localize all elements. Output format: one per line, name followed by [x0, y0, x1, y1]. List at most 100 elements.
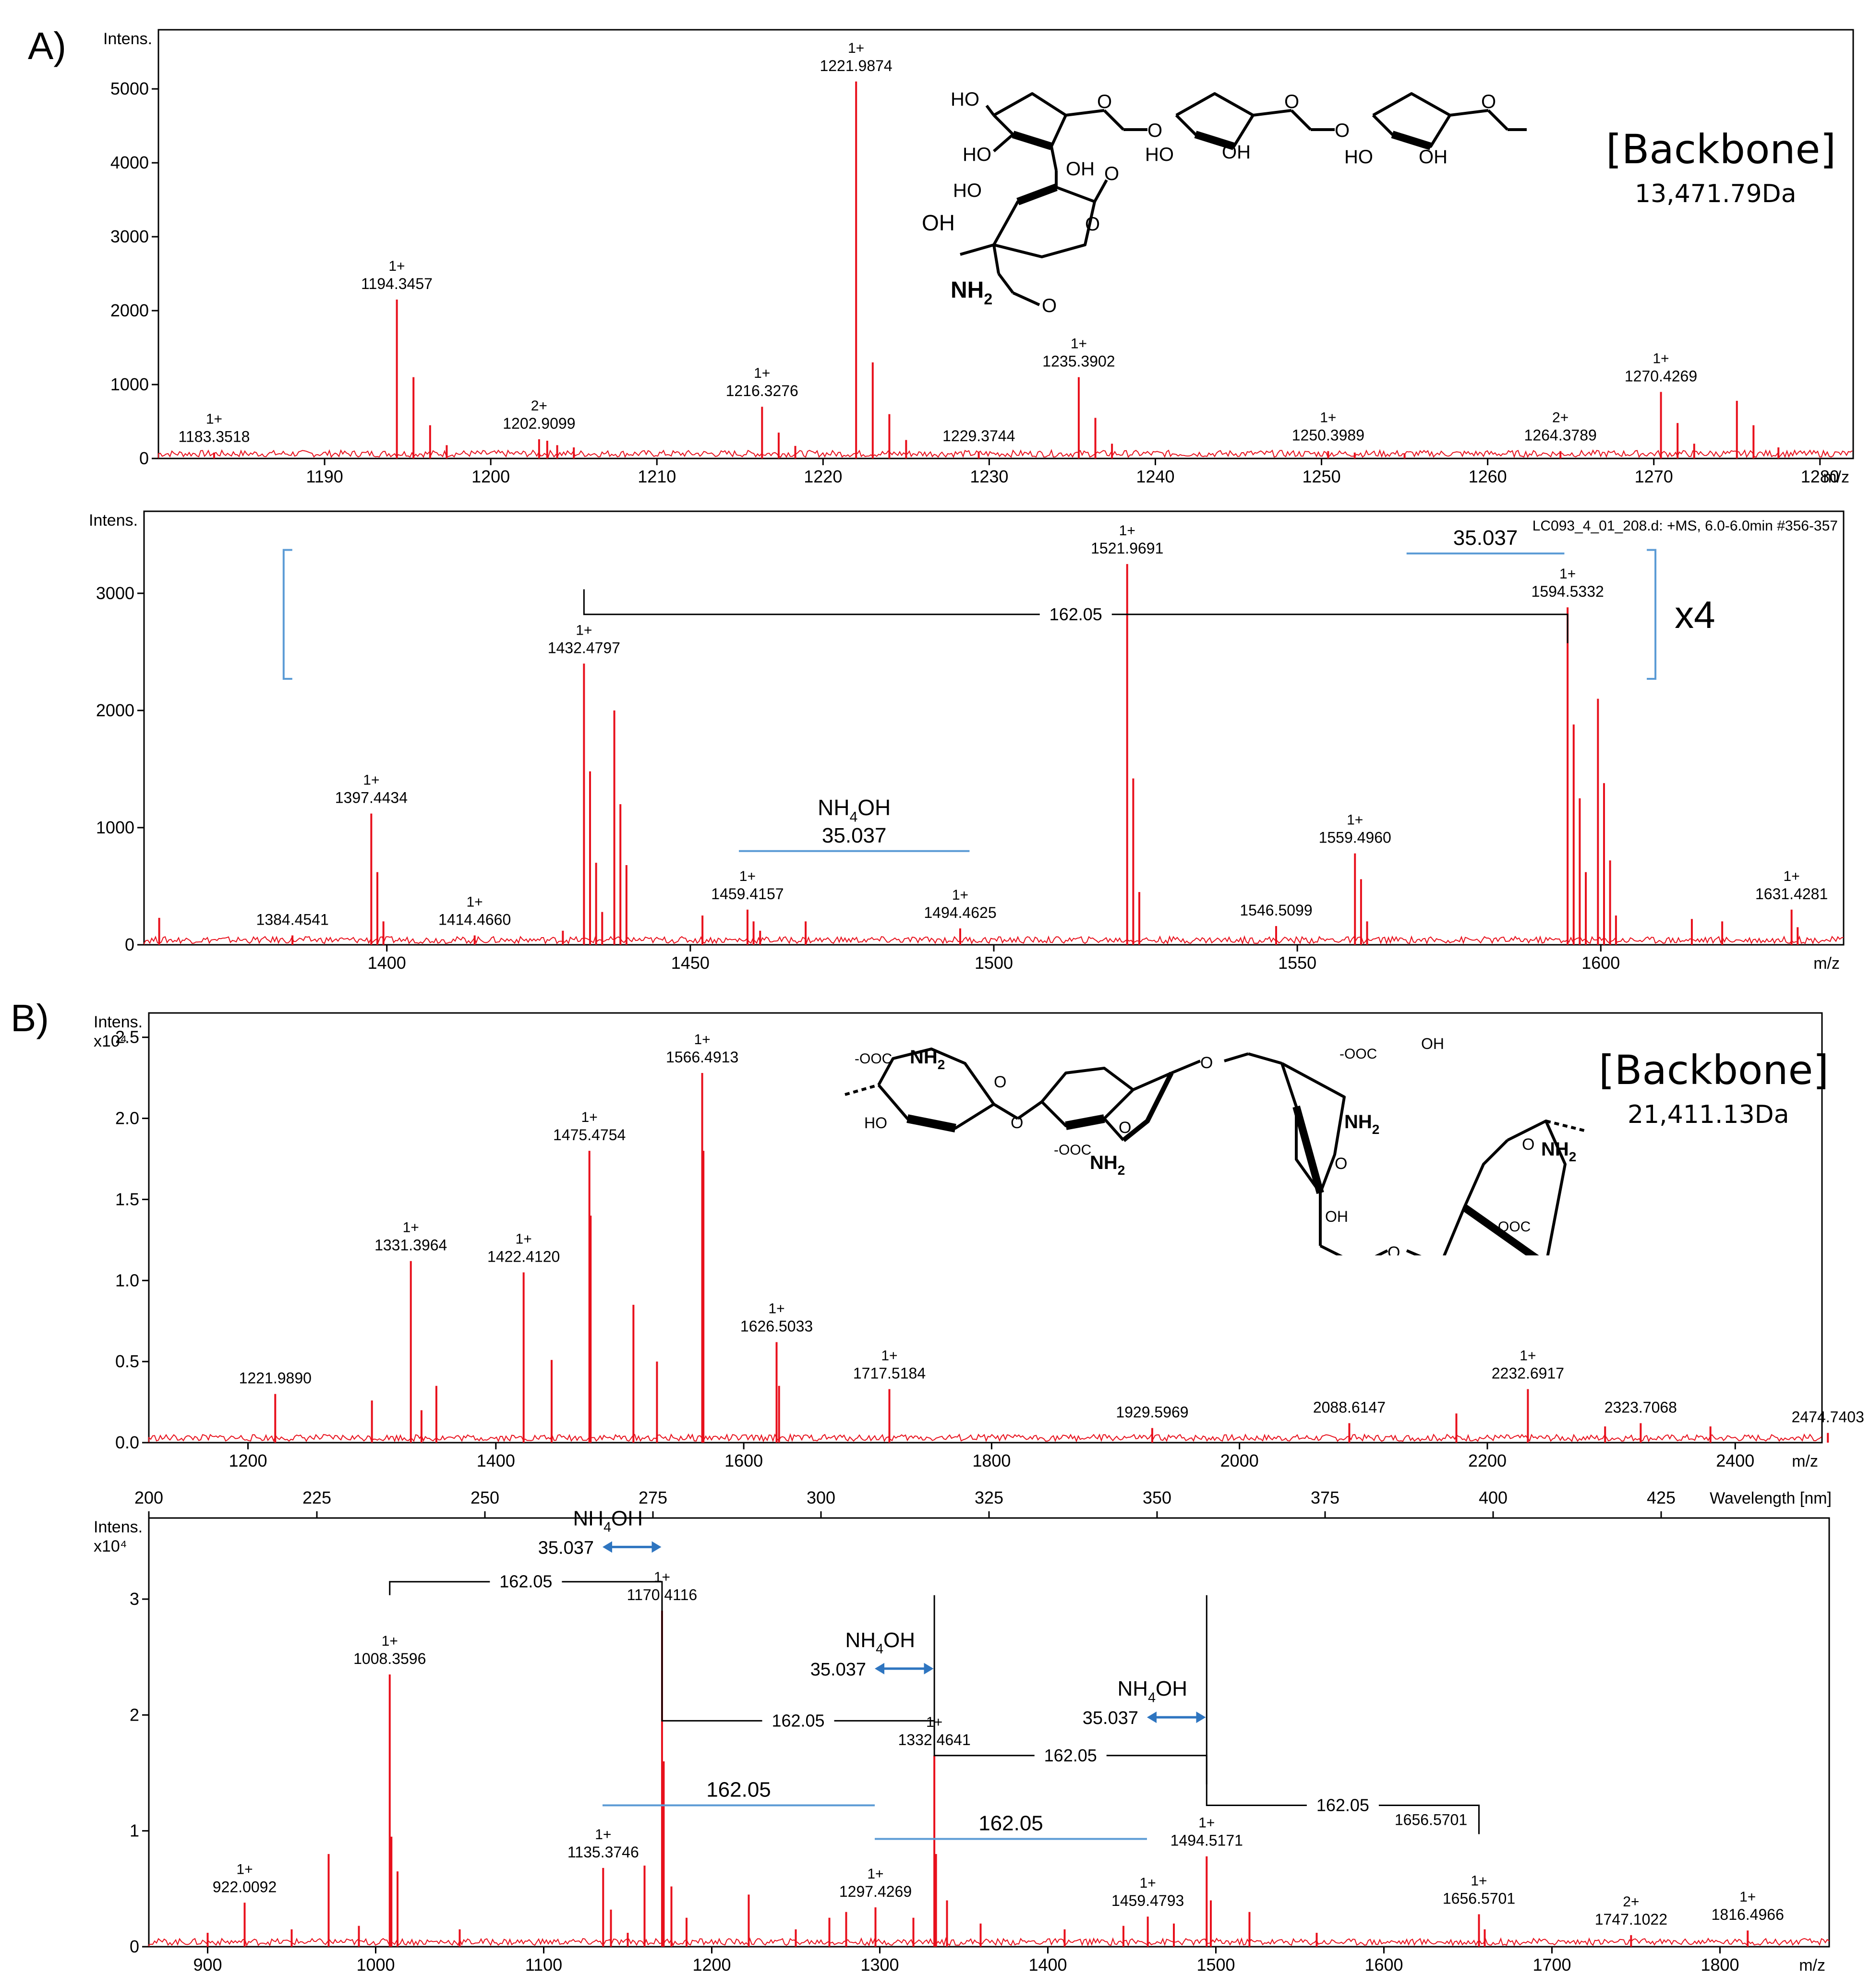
- peak-mz-label: 1135.3746: [567, 1843, 639, 1861]
- top-axis-tick-label: 225: [302, 1488, 331, 1507]
- atom-oh-3: OH: [1066, 158, 1095, 180]
- atom-o-5: O: [1481, 91, 1496, 112]
- y-multiplier: x10⁴: [94, 1537, 127, 1555]
- backbone-a: [Backbone] 13,471.79Da: [1606, 126, 1836, 208]
- peak-mz-label: 1626.5033: [740, 1318, 813, 1335]
- x-tick-label: 1300: [860, 1955, 899, 1975]
- mass-shift-label: 35.037: [810, 1660, 866, 1680]
- atom-ho-5: HO: [953, 180, 982, 201]
- x-tick-label: 1260: [1469, 467, 1507, 486]
- spectrum-panel-2: 0 1000 2000 3000 1400 1450 1500 1550 1600 m/z Inte…: [89, 510, 1845, 973]
- peak-mz-label: 1494.5171: [1170, 1832, 1243, 1849]
- peak-mz-label: 1475.4754: [553, 1126, 626, 1144]
- arrow-head-left: [875, 1663, 884, 1675]
- mass-difference-label-bg: [490, 1571, 562, 1592]
- peak-charge-label: 1+: [1739, 1889, 1756, 1905]
- x-tick-label: 1230: [970, 467, 1008, 486]
- spectrum-panel-3: 0.0 0.5 1.0 1.5 2.0 2.5 1200 1400 1600 1800 2000 22…: [94, 1012, 1864, 1470]
- peak-mz-label: 922.0092: [213, 1878, 277, 1895]
- peak-charge-label: 1+: [466, 894, 483, 910]
- panel-label-b: B): [11, 997, 49, 1039]
- atom-coo-4: -OOC: [1493, 1219, 1531, 1235]
- peak-charge-label: 1+: [388, 258, 405, 274]
- peak-charge-label: 1+: [1198, 1815, 1215, 1831]
- x-tick-label: 1100: [525, 1955, 562, 1975]
- y-tick-label: 2.0: [115, 1108, 139, 1128]
- floating-mz-label: 1656.5701: [1395, 1811, 1467, 1829]
- x-tick-label: 1240: [1136, 467, 1174, 486]
- mass-shift-label: 35.037: [538, 1538, 594, 1558]
- peak-charge-label: 1+: [1320, 410, 1336, 426]
- y-tick-label: 0: [125, 935, 134, 954]
- x-tick-label: 1200: [471, 467, 510, 486]
- x-tick-label: 1450: [671, 953, 710, 973]
- top-axis-tick-label: 300: [807, 1488, 835, 1507]
- peak-mz-label: 1250.3989: [1292, 427, 1364, 444]
- peak-mz-label: 2474.7403: [1792, 1409, 1864, 1426]
- x-tick-label: 1600: [1364, 1955, 1403, 1975]
- baseline-noise: [148, 1937, 1830, 1947]
- peak-mz-label: 2088.6147: [1313, 1398, 1386, 1416]
- y-tick-label: 3000: [96, 583, 134, 603]
- x-tick-label: 1500: [1196, 1955, 1235, 1975]
- peak-mz-label: 1594.5332: [1532, 583, 1604, 600]
- atom-o-b3: O: [1119, 1119, 1131, 1137]
- top-axis-tick-label: 325: [975, 1488, 1003, 1507]
- arrow-head-right: [924, 1663, 934, 1675]
- peak-mz-label: 1229.3744: [942, 427, 1015, 445]
- x-tick-label: 1600: [724, 1451, 763, 1470]
- atom-oh-4: OH: [922, 210, 955, 235]
- peak-charge-label: 1+: [1140, 1875, 1156, 1891]
- mass-shift-label: 162.05: [706, 1778, 771, 1802]
- peak-charge-label: 1+: [363, 772, 379, 788]
- x-tick-label: 1600: [1581, 953, 1620, 973]
- x-tick-label: 1550: [1278, 953, 1316, 973]
- atom-o-4: O: [1335, 120, 1350, 141]
- mass-difference-label: 162.05: [1316, 1795, 1369, 1815]
- peak-charge-label: 2+: [1552, 410, 1568, 426]
- peak-mz-label: 1747.1022: [1595, 1911, 1667, 1928]
- mass-shift-label: 35.037: [822, 824, 887, 847]
- y-tick-label: 1.5: [115, 1189, 139, 1209]
- x-tick-label: 1000: [356, 1955, 395, 1975]
- peak-mz-label: 1008.3596: [353, 1650, 426, 1667]
- y-multiplier: x10⁴: [94, 1032, 127, 1050]
- peak-charge-label: 1+: [739, 868, 756, 884]
- mass-difference-label: 162.05: [772, 1711, 824, 1730]
- x-tick-label: 1400: [477, 1451, 515, 1470]
- nh4oh-label: NH4OH: [818, 795, 891, 825]
- x-tick-label: 1250: [1303, 467, 1341, 486]
- atom-o-b1: O: [994, 1073, 1006, 1091]
- peak-charge-label: 1+: [382, 1633, 398, 1649]
- baseline-noise: [158, 448, 1853, 458]
- arrow-head-left: [1147, 1711, 1157, 1723]
- y-tick-label: 2000: [96, 700, 134, 720]
- peak-mz-label: 1397.4434: [335, 789, 408, 807]
- atom-nh2-a: NH2: [951, 277, 992, 308]
- y-header: Intens.: [103, 30, 152, 48]
- peak-charge-label: 1+: [1559, 566, 1576, 582]
- mass-shift-label: 35.037: [1083, 1708, 1138, 1728]
- peak-mz-label: 1656.5701: [1443, 1890, 1515, 1907]
- atom-o-7: O: [1085, 214, 1100, 235]
- x-tick-label: 1220: [804, 467, 842, 486]
- peak-charge-label: 1+: [1119, 523, 1135, 539]
- backbone-b-mass: 21,411.13Da: [1628, 1100, 1789, 1129]
- peak-mz-label: 1566.4913: [666, 1048, 738, 1066]
- peak-mz-label: 1331.3964: [374, 1237, 447, 1254]
- peak-mz-label: 1929.5969: [1116, 1404, 1188, 1421]
- zoom-bracket-left: [282, 549, 292, 680]
- peak-charge-label: 1+: [867, 1866, 883, 1882]
- peak-charge-label: 1+: [1347, 812, 1363, 828]
- atom-oh-1: OH: [1222, 142, 1251, 163]
- backbone-a-label: [Backbone]: [1606, 126, 1836, 173]
- x-tick-label: 2000: [1220, 1451, 1259, 1470]
- x-tick-label: 1700: [1532, 1955, 1571, 1975]
- peak-mz-label: 2232.6917: [1492, 1365, 1564, 1382]
- plot-frame: [157, 29, 1854, 459]
- mass-difference-label: 162.05: [499, 1572, 552, 1591]
- mass-difference-label-bg: [1039, 603, 1112, 625]
- x-tick-label: 900: [193, 1955, 222, 1975]
- top-axis-tick-label: 250: [471, 1488, 499, 1507]
